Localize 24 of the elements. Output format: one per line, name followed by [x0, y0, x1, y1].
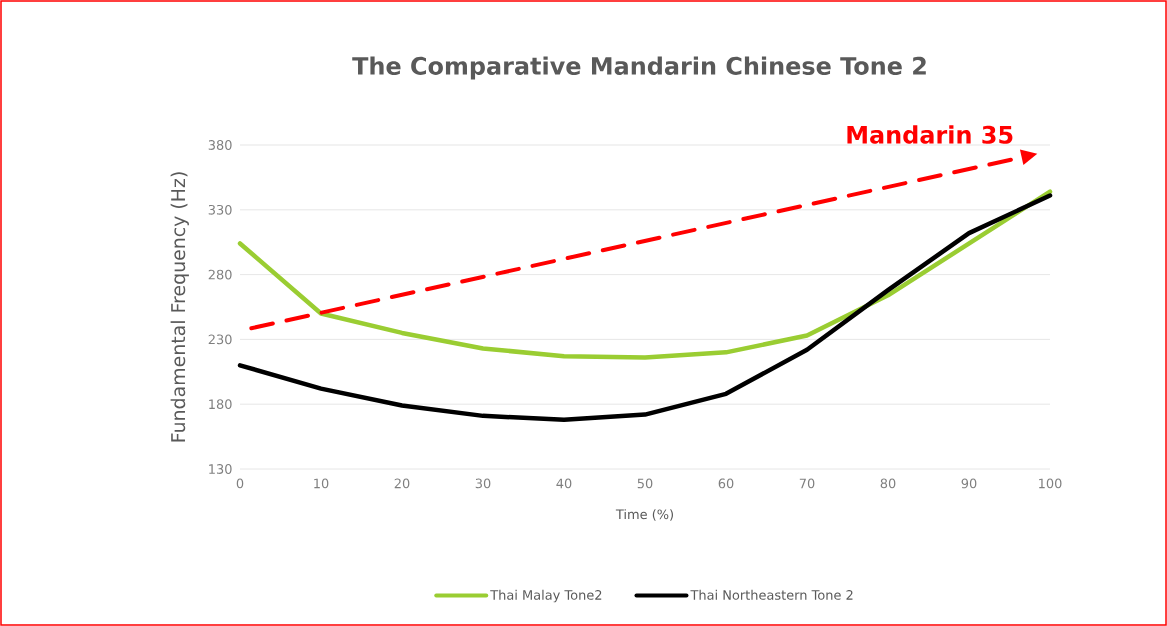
y-tick-label: 180 [209, 399, 232, 410]
y-tick-label: 330 [208, 204, 232, 215]
text: Mandarin 35 [847, 125, 1013, 144]
y-axis-title: Fundamental Frequency (Hz) [170, 172, 189, 442]
x-tick-label: 10 [314, 478, 329, 489]
x-tick-label: 20 [394, 478, 410, 489]
y-tick-label: 230 [208, 334, 232, 345]
x-tick-label: 30 [475, 478, 491, 489]
x-tick-label: 100 [1039, 478, 1062, 489]
chart-title: The Comparative Mandarin Chinese Tone 2 [352, 56, 926, 80]
x-tick-label: 90 [961, 478, 977, 489]
legend-label: Thai Northeastern Tone 2 [690, 589, 853, 600]
line-series [237, 193, 1053, 422]
x-tick-label: 40 [556, 478, 572, 489]
x-tick-label: 70 [799, 478, 815, 489]
y-tick-label: 380 [208, 140, 232, 150]
x-tick-label: 0 [236, 478, 244, 489]
x-tick-label: 60 [718, 478, 734, 489]
y-tick-label: 130 [209, 464, 232, 474]
y-tick-label: 280 [208, 269, 232, 280]
x-tick-label: 80 [880, 478, 896, 489]
x-tick-label: 50 [637, 478, 653, 489]
x-axis-title: Time (%) [615, 509, 673, 521]
legend-label: Thai Malay Tone2 [490, 589, 602, 603]
